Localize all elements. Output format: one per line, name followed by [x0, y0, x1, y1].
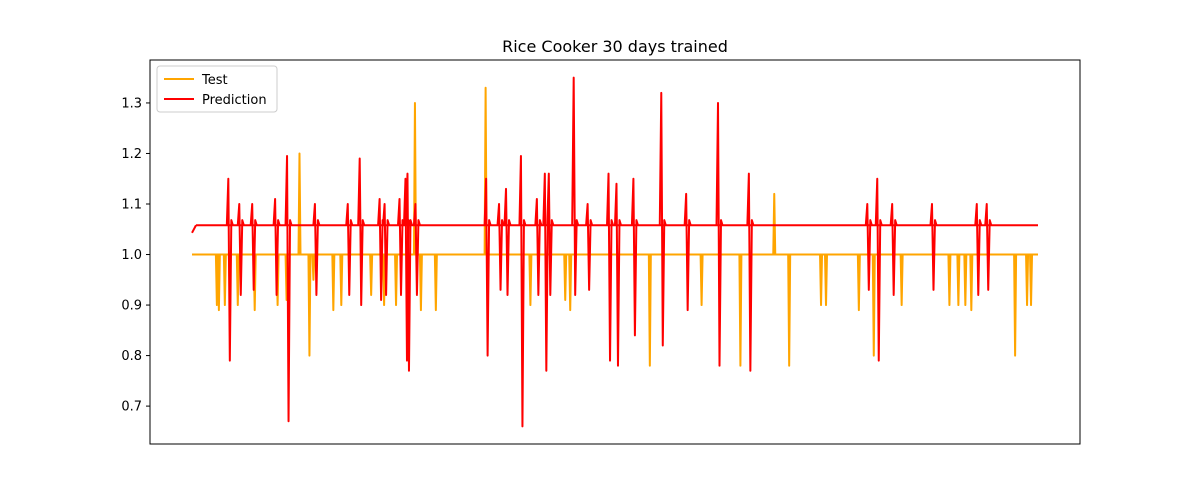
plot-frame	[149, 59, 1081, 445]
prediction-spike	[864, 203, 873, 291]
test-spike	[856, 254, 861, 312]
prediction-spike	[284, 155, 293, 423]
prediction-spike	[929, 203, 938, 291]
prediction-spike	[412, 203, 421, 296]
prediction-spike	[345, 203, 354, 296]
prediction-spike	[272, 197, 281, 296]
test-spike	[969, 254, 974, 312]
test-spike	[568, 254, 573, 312]
test-spike	[331, 254, 336, 312]
test-spike	[963, 254, 968, 307]
prediction-spike	[974, 203, 983, 296]
test-spike	[787, 254, 792, 367]
test-spike	[307, 254, 312, 357]
y-tick-label: 1.2	[121, 147, 142, 162]
test-spike	[824, 254, 829, 307]
test-spike	[216, 254, 221, 312]
y-tick-label: 1.0	[121, 248, 142, 263]
test-spike	[433, 254, 438, 312]
legend-label-prediction: Prediction	[202, 93, 267, 108]
y-tick-label: 0.8	[121, 349, 142, 364]
test-spike	[418, 254, 423, 312]
legend-box	[156, 65, 278, 113]
prediction-spike	[496, 203, 505, 291]
prediction-spike	[249, 203, 258, 291]
y-tick-label: 0.7	[121, 400, 142, 415]
test-spike	[819, 254, 824, 307]
test-spike	[871, 254, 876, 357]
test-spike	[772, 192, 777, 255]
prediction-spike	[683, 192, 692, 312]
legend: Test Prediction	[156, 65, 278, 113]
prediction-spike	[715, 101, 724, 367]
prediction-spike	[746, 172, 755, 372]
test-spike	[956, 254, 961, 307]
prediction-spike	[874, 177, 883, 362]
prediction-spike	[483, 177, 492, 357]
prediction-spike	[357, 157, 366, 307]
prediction-start-ramp	[191, 224, 197, 234]
test-spike	[699, 254, 704, 307]
test-spike	[563, 254, 568, 301]
test-spike	[899, 254, 904, 307]
y-tick-label: 1.3	[121, 96, 142, 111]
y-axis-ticks: 0.7 0.8 0.9 1.0 1.1 1.2 1.3	[121, 96, 150, 415]
test-spike	[1029, 254, 1034, 307]
prediction-spike	[613, 182, 622, 367]
test-spike	[369, 254, 374, 296]
chart-title: Rice Cooker 30 days trained	[502, 37, 728, 56]
test-spike	[235, 254, 240, 307]
prediction-spike	[402, 177, 411, 362]
plot-series	[191, 76, 1038, 428]
prediction-spike	[382, 203, 391, 296]
test-spike	[528, 254, 533, 307]
prediction-spike	[503, 187, 512, 296]
legend-label-test: Test	[201, 73, 228, 88]
test-spike	[394, 254, 399, 307]
prediction-spike	[546, 172, 555, 296]
test-spike	[339, 254, 344, 307]
y-tick-label: 0.9	[121, 299, 142, 314]
test-spike	[311, 254, 316, 281]
test-spike	[297, 152, 302, 255]
prediction-spike	[571, 76, 580, 296]
test-spike	[1025, 254, 1030, 307]
test-spike	[222, 254, 227, 307]
prediction-spike	[236, 203, 245, 296]
prediction-spike	[312, 203, 321, 296]
test-spike	[1013, 254, 1018, 357]
prediction-spike	[889, 203, 898, 296]
prediction-spike	[984, 203, 993, 291]
prediction-spike	[225, 177, 234, 362]
prediction-spike	[518, 155, 527, 428]
test-spike	[647, 254, 652, 367]
prediction-spike	[658, 91, 667, 347]
prediction-spike	[534, 197, 543, 296]
prediction-spike	[397, 197, 405, 296]
prediction-spike	[404, 172, 413, 372]
prediction-spike	[606, 172, 614, 362]
prediction-spike	[585, 203, 594, 291]
test-spike	[947, 254, 952, 307]
y-tick-label: 1.1	[121, 198, 142, 213]
prediction-spike	[630, 177, 639, 337]
test-spike	[738, 254, 743, 367]
